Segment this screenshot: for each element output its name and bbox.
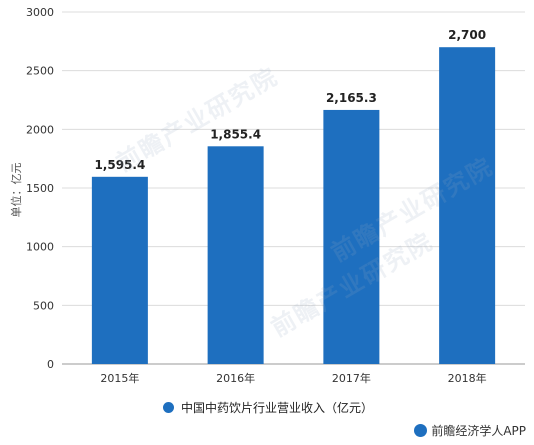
bar	[439, 47, 496, 364]
brand-label: 前瞻经济学人APP	[431, 424, 526, 438]
data-labels: 1,595.4 1,855.4 2,165.3 2,700	[94, 28, 486, 172]
x-tick-label: 2015年	[100, 371, 139, 385]
legend-label: 中国中药饮片行业营业收入（亿元）	[181, 401, 374, 415]
legend: 中国中药饮片行业营业收入（亿元）	[163, 399, 373, 416]
y-tick-label: 0	[47, 358, 54, 371]
y-tick-label: 500	[33, 299, 54, 312]
legend-marker	[163, 402, 174, 413]
y-axis-label: 单位：亿元	[9, 163, 23, 218]
bar	[91, 176, 148, 364]
x-tick-label: 2017年	[332, 371, 371, 385]
y-tick-label: 2500	[26, 65, 54, 78]
y-tick-label: 3000	[26, 6, 54, 19]
x-axis-ticks: 2015年 2016年 2017年 2018年	[100, 371, 486, 385]
bar	[323, 109, 380, 364]
data-label: 1,855.4	[210, 127, 261, 141]
brand: 前瞻经济学人APP	[414, 422, 526, 439]
brand-logo-icon	[414, 424, 428, 437]
bar	[207, 146, 264, 364]
y-tick-label: 1000	[26, 241, 54, 254]
x-tick-label: 2018年	[448, 371, 487, 385]
data-label: 2,700	[448, 28, 486, 42]
y-tick-label: 1500	[26, 182, 54, 195]
data-label: 1,595.4	[94, 158, 145, 172]
bars	[91, 47, 496, 364]
x-tick-label: 2016年	[216, 371, 255, 385]
data-label: 2,165.3	[326, 91, 377, 105]
y-axis-ticks: 0 500 1000 1500 2000 2500 3000	[26, 6, 54, 371]
y-tick-label: 2000	[26, 123, 54, 136]
